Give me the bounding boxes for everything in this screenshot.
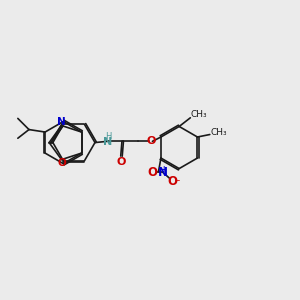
Text: O: O bbox=[148, 166, 158, 179]
Text: O: O bbox=[146, 136, 156, 146]
Text: O: O bbox=[57, 158, 66, 168]
Text: CH₃: CH₃ bbox=[210, 128, 227, 136]
Text: O: O bbox=[116, 157, 126, 166]
Text: H: H bbox=[105, 132, 111, 141]
Text: +: + bbox=[160, 165, 166, 174]
Text: ⁻: ⁻ bbox=[175, 178, 180, 188]
Text: CH₃: CH₃ bbox=[191, 110, 207, 119]
Text: N: N bbox=[57, 117, 66, 127]
Text: N: N bbox=[103, 137, 112, 147]
Text: O: O bbox=[167, 175, 177, 188]
Text: N: N bbox=[158, 166, 168, 179]
